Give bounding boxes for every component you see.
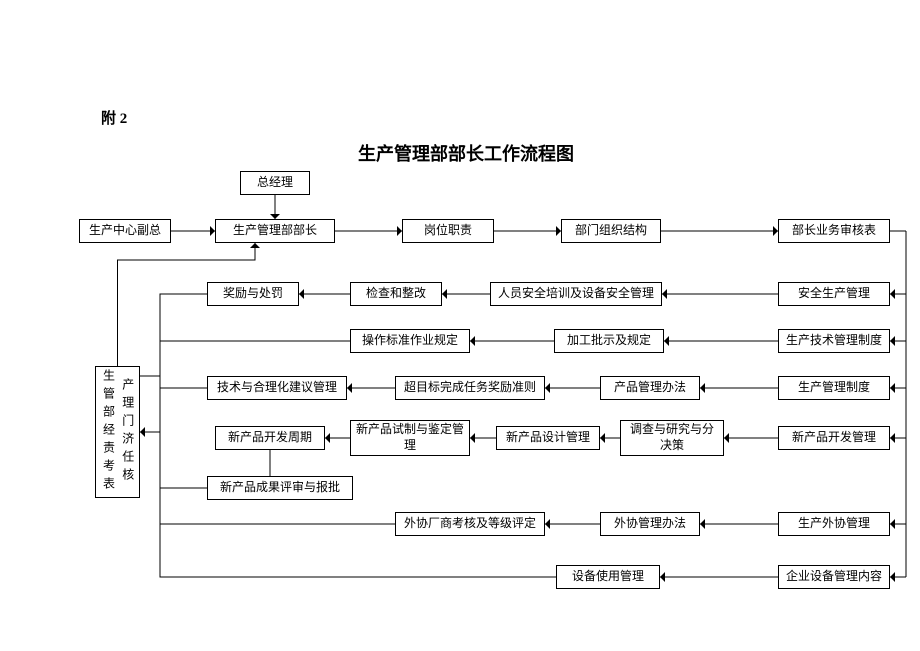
node-general-manager: 总经理 <box>240 171 310 195</box>
node-assessment-sheet: 生管部经责考表 产理门济任核 <box>95 366 140 498</box>
node-mfg-system: 生产管理制度 <box>778 376 890 400</box>
node-trial-appraisal: 新产品试制与鉴定管理 <box>350 420 470 456</box>
node-bonus-rule: 超目标完成任务奖励准则 <box>395 376 545 400</box>
node-outsource-mgmt: 生产外协管理 <box>778 512 890 536</box>
node-tech-system: 生产技术管理制度 <box>778 329 890 353</box>
node-product-mgmt: 产品管理办法 <box>600 376 700 400</box>
node-sop: 操作标准作业规定 <box>350 329 470 353</box>
page-title: 生产管理部部长工作流程图 <box>358 140 574 166</box>
node-safety-training: 人员安全培训及设备安全管理 <box>490 282 662 306</box>
node-job-duties: 岗位职责 <box>402 219 494 243</box>
node-reward-punish: 奖励与处罚 <box>207 282 299 306</box>
node-org-structure: 部门组织结构 <box>561 219 661 243</box>
node-vendor-eval: 外协厂商考核及等级评定 <box>395 512 545 536</box>
node-audit-sheet: 部长业务审核表 <box>778 219 890 243</box>
node-equip-mgmt: 企业设备管理内容 <box>778 565 890 589</box>
node-equip-use: 设备使用管理 <box>556 565 660 589</box>
flow-edges <box>0 0 920 651</box>
node-dev-cycle: 新产品开发周期 <box>215 426 325 450</box>
appendix-label: 附 2 <box>101 107 127 128</box>
node-rationalization: 技术与合理化建议管理 <box>207 376 347 400</box>
node-safety-mgmt: 安全生产管理 <box>778 282 890 306</box>
node-vice-president: 生产中心副总 <box>79 219 171 243</box>
assessment-col-right: 产理门济任核 <box>118 378 137 486</box>
node-dept-manager: 生产管理部部长 <box>215 219 335 243</box>
node-inspect-rectify: 检查和整改 <box>350 282 442 306</box>
node-outsource-method: 外协管理办法 <box>600 512 700 536</box>
node-processing-approval: 加工批示及规定 <box>554 329 664 353</box>
node-newprod-mgmt: 新产品开发管理 <box>778 426 890 450</box>
node-design-mgmt: 新产品设计管理 <box>496 426 600 450</box>
assessment-col-left: 生管部经责考表 <box>98 369 117 495</box>
node-research-decision: 调查与研究与分决策 <box>620 420 724 456</box>
node-result-review: 新产品成果评审与报批 <box>207 476 353 500</box>
